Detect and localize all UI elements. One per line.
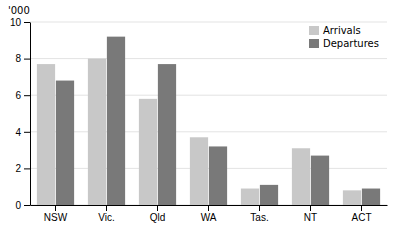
bar xyxy=(209,146,227,205)
legend-swatch xyxy=(309,39,319,48)
bar xyxy=(56,81,74,205)
tick-label: 4 xyxy=(15,127,21,138)
tick: Tas. xyxy=(250,205,268,223)
x-axis: NSW Vic. Qld WA Tas. NT ACT xyxy=(31,205,388,223)
tick-mark xyxy=(310,205,311,211)
bar xyxy=(260,185,278,205)
tick-mark xyxy=(208,205,209,211)
tick-label: Vic. xyxy=(98,212,115,223)
plot: 0 2 4 6 8 10 NSW Vic. Qld WA Tas. NT ACT Arrivals Depa… xyxy=(10,17,388,223)
tick-label: 8 xyxy=(15,53,21,64)
bar xyxy=(292,148,310,205)
grid-line xyxy=(30,168,387,169)
tick-mark xyxy=(106,205,107,211)
tick-label: 6 xyxy=(15,90,21,101)
bar xyxy=(139,99,157,205)
legend-swatch xyxy=(309,26,319,35)
tick-label: Tas. xyxy=(250,212,268,223)
y-axis: 0 2 4 6 8 10 xyxy=(10,17,31,211)
tick-label: NSW xyxy=(44,212,68,223)
bar-series xyxy=(56,37,380,205)
grid-line xyxy=(30,95,387,96)
legend-label: Departures xyxy=(323,38,379,49)
tick-mark xyxy=(24,95,30,96)
tick-label: Qld xyxy=(150,212,166,223)
legend-item: Departures xyxy=(309,38,379,49)
tick-mark xyxy=(361,205,362,211)
tick-mark xyxy=(24,22,30,23)
grid-line xyxy=(30,58,387,59)
tick-mark xyxy=(24,168,30,169)
tick: 6 xyxy=(15,90,30,101)
tick: NT xyxy=(304,205,317,223)
bar xyxy=(37,64,55,205)
tick: 0 xyxy=(15,200,30,211)
bar xyxy=(158,64,176,205)
grid xyxy=(30,22,387,205)
axis-line xyxy=(30,23,31,206)
tick: 10 xyxy=(10,17,30,28)
chart: 0 2 4 6 8 10 NSW Vic. Qld WA Tas. NT ACT Arrivals Depa… xyxy=(0,0,397,227)
tick-label: 10 xyxy=(10,17,22,28)
tick: Qld xyxy=(150,205,166,223)
tick: 4 xyxy=(15,127,30,138)
tick-label: 0 xyxy=(15,200,21,211)
tick-label: WA xyxy=(201,212,217,223)
tick: NSW xyxy=(44,205,68,223)
tick: Vic. xyxy=(98,205,115,223)
tick: 8 xyxy=(15,53,30,64)
bars xyxy=(37,37,380,205)
legend-label: Arrivals xyxy=(323,25,361,36)
tick-mark xyxy=(55,205,56,211)
bar xyxy=(311,156,329,205)
tick-mark xyxy=(157,205,158,211)
tick: WA xyxy=(201,205,217,223)
bar xyxy=(190,137,208,205)
y-axis-label: '000 xyxy=(8,5,30,16)
bar xyxy=(362,189,380,205)
legend-item: Arrivals xyxy=(309,25,361,36)
bar-series xyxy=(37,59,361,205)
tick: ACT xyxy=(352,205,372,223)
tick-mark xyxy=(24,132,30,133)
legend: Arrivals Departures xyxy=(309,25,379,49)
bar xyxy=(343,190,361,205)
bar xyxy=(241,189,259,205)
tick-mark xyxy=(24,59,30,60)
grid-line xyxy=(30,131,387,132)
tick-mark xyxy=(24,205,30,206)
tick-label: 2 xyxy=(15,163,21,174)
tick-mark xyxy=(259,205,260,211)
grid-line xyxy=(30,22,387,23)
tick-label: ACT xyxy=(352,212,372,223)
tick: 2 xyxy=(15,163,30,174)
bar xyxy=(107,37,125,205)
bar xyxy=(88,59,106,205)
tick-label: NT xyxy=(304,212,317,223)
